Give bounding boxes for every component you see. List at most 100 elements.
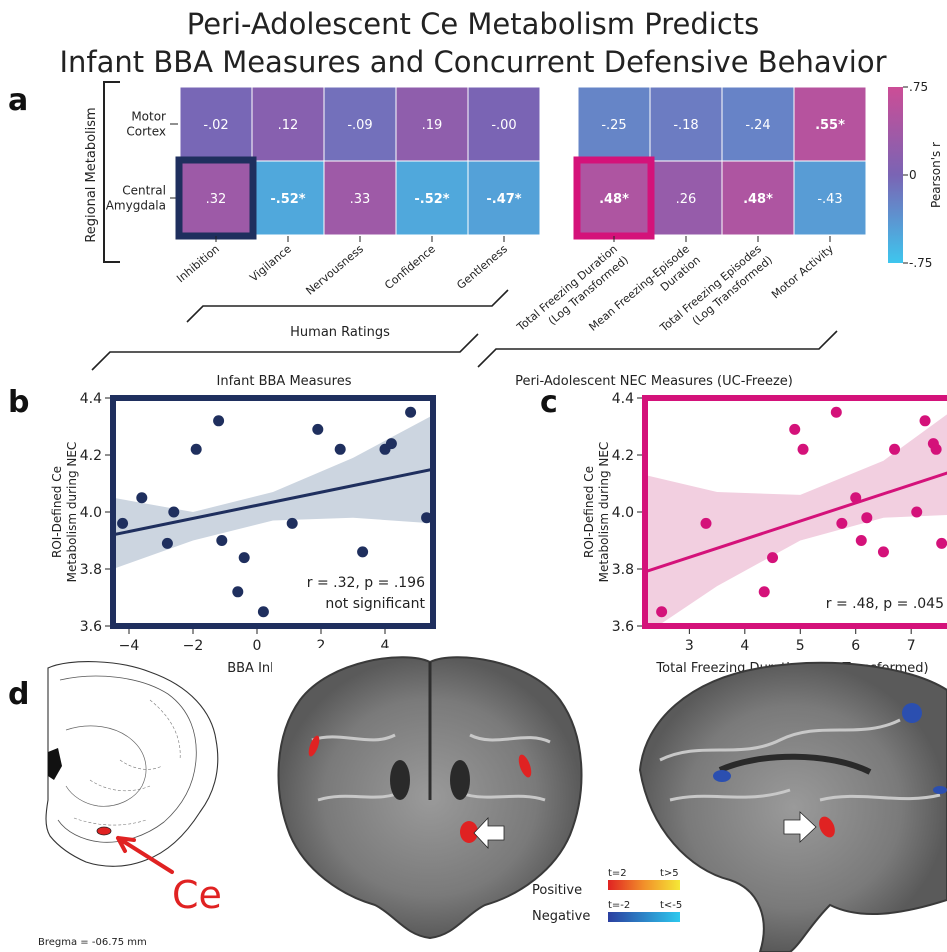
heatmap-column-label: Confidence [382, 242, 438, 292]
colorbar-label: Pearson's r [929, 142, 943, 208]
heatmap-cell [468, 161, 540, 235]
data-point [168, 506, 180, 518]
data-point [334, 443, 346, 455]
data-point [700, 517, 712, 529]
y-axis-label: ROI-Defined Ce [582, 466, 596, 558]
y-tick-label: 4.2 [612, 448, 634, 464]
plot-area [113, 406, 433, 618]
x-tick-label: 5 [796, 638, 805, 654]
coronal-brain-image [272, 648, 592, 952]
data-point [357, 546, 369, 558]
sagittal-ce-cluster [819, 816, 835, 838]
tmap-legend: Positive Negative t=2 t>5 t=-2 t<-5 [532, 868, 682, 924]
heatmap-column-label: Vigilance [247, 242, 294, 284]
data-point [216, 535, 228, 546]
confidence-band [645, 414, 947, 626]
heatmap-cells: -.02 .12 -.09 .19 -.00 -.25 -.18 -.24 .55* .32 -.5… [175, 86, 867, 240]
legend-negative-label: Negative [532, 909, 590, 924]
heatmap-cell-border [793, 160, 867, 236]
y-axis-label: Metabolism during NEC [597, 442, 611, 583]
heatmap-y-group-label: Regional Metabolism [84, 107, 99, 242]
data-point [213, 415, 225, 427]
data-point [855, 535, 867, 546]
x-tick-label: 4 [381, 638, 390, 654]
data-point [789, 423, 801, 435]
data-point [161, 537, 173, 549]
heatmap-cell [578, 161, 650, 235]
colorbar-tick-label: .75 [909, 80, 928, 94]
y-tick-label: 3.8 [80, 562, 102, 578]
heatmap-cell-value: -.24 [745, 118, 770, 133]
sagittal-arrow [783, 811, 817, 843]
data-point [136, 492, 148, 504]
data-point [830, 406, 842, 418]
data-point [889, 443, 901, 455]
data-point [238, 552, 250, 564]
legend-positive-bar [608, 880, 680, 890]
sagittal-cluster-blue-1 [902, 703, 922, 723]
data-point [286, 517, 298, 529]
coronal-ce-cluster [460, 821, 478, 843]
heatmap-cell [722, 87, 794, 161]
ce-arrow [116, 836, 174, 874]
x-tick-label: 2 [317, 638, 326, 654]
heatmap-cell [578, 87, 650, 161]
panel-label-c: c [540, 385, 558, 420]
heatmap-column-label: Gentleness [454, 242, 510, 292]
heatmap-cell-value: -.02 [203, 118, 228, 133]
data-point [919, 415, 931, 427]
data-point [767, 552, 779, 564]
y-axis-label: Metabolism during NEC [65, 442, 79, 583]
heatmap-cell [650, 161, 722, 235]
heatmap-cell-value: .48* [743, 192, 773, 207]
heatmap-cell-value: -.00 [491, 118, 516, 133]
panel-label-a: a [8, 83, 28, 118]
x-tick-label: 3 [685, 638, 694, 654]
heatmap-cell-value: -.25 [601, 118, 626, 133]
human-ratings-label: Human Ratings [290, 325, 390, 340]
y-axis-label: ROI-Defined Ce [50, 466, 64, 558]
nec-label: Peri-Adolescent NEC Measures (UC-Freeze) [515, 374, 793, 389]
heatmap-cell [794, 161, 866, 235]
data-point [877, 546, 889, 558]
heatmap-cell-value: .33 [350, 192, 371, 207]
heatmap-cell [324, 161, 396, 235]
legend-pos-high: t>5 [660, 868, 679, 879]
atlas-outline [45, 661, 219, 867]
coronal-ventricle-left [390, 760, 410, 800]
heatmap-cell [252, 161, 324, 235]
bregma-label: Bregma = -06.75 mm [38, 937, 147, 948]
x-tick-label: 0 [253, 638, 262, 654]
heatmap-row-label: Central [122, 184, 166, 198]
sagittal-cluster-blue-2 [713, 770, 731, 782]
sagittal-cluster-blue-3 [933, 786, 947, 794]
heatmap-cell [650, 87, 722, 161]
heatmap-cell-value: .55* [815, 118, 845, 133]
data-point [930, 443, 942, 455]
heatmap-row-label: Amygdala [106, 199, 166, 213]
y-tick-label: 3.6 [612, 619, 634, 635]
heatmap-cell-value: -.47* [486, 192, 521, 207]
heatmap-cell-value: .32 [206, 192, 227, 207]
heatmap-cell-value: -.43 [817, 192, 842, 207]
heatmap-row-label: Motor [131, 110, 166, 124]
atlas-inner-contour [57, 675, 197, 843]
ce-label: Ce [172, 873, 222, 917]
infant-bba-bracket [91, 333, 479, 371]
y-tick-label: 3.8 [612, 562, 634, 578]
confidence-band [113, 415, 433, 569]
data-point [190, 443, 202, 455]
data-point [850, 492, 862, 504]
data-point [836, 517, 848, 529]
atlas-diagram: Ce Bregma = -06.75 mm [38, 661, 222, 948]
heatmap-cell [396, 87, 468, 161]
heatmap-cell-value: .19 [422, 118, 443, 133]
atlas-dark-region [48, 748, 62, 780]
legend-pos-low: t=2 [608, 868, 627, 879]
stats-annotation: r = .32, p = .196 [307, 575, 425, 591]
figure-title-line1: Peri-Adolescent Ce Metabolism Predicts [187, 7, 760, 41]
heatmap-cell-value: -.52* [414, 192, 449, 207]
